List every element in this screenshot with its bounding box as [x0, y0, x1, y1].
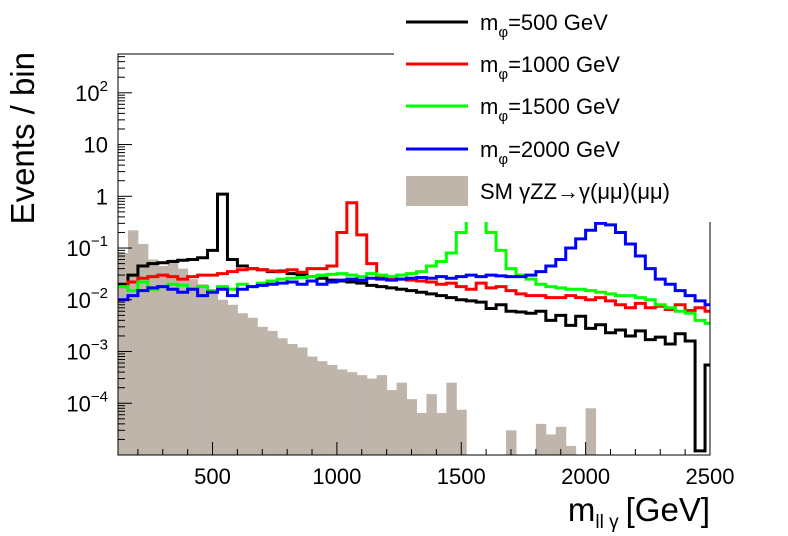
- series-line-0: [118, 192, 710, 453]
- series-line-3: [118, 221, 710, 307]
- background-bin-4: [157, 265, 169, 455]
- y-tick-label-1: 10: [84, 133, 108, 158]
- y-tick-label--1: 10−1: [66, 233, 108, 261]
- background-bin-25: [366, 378, 378, 455]
- background-bin-14: [257, 326, 268, 455]
- background-bin-29: [406, 399, 417, 455]
- background-bin-31: [426, 394, 437, 455]
- background-bin-6: [177, 268, 189, 455]
- background-bin-17: [287, 343, 298, 455]
- y-tick-labels: 102 10 1 10−1 10−2 10−3 10−4: [66, 78, 108, 416]
- background-bin-13: [247, 317, 258, 455]
- x-tick-label-2500: 2500: [686, 464, 735, 489]
- background-bin-8: [197, 284, 209, 455]
- y-tick-label--4: 10−4: [66, 388, 108, 416]
- legend-label-0: mφ=500 GeV: [480, 10, 608, 41]
- legend-label-1: mφ=1000 GeV: [480, 52, 620, 83]
- background-bin-11: [227, 304, 238, 455]
- background-bin-26: [376, 375, 388, 455]
- background-bin-34: [456, 409, 467, 455]
- x-tick-label-500: 500: [194, 464, 231, 489]
- background-bin-21: [326, 364, 338, 455]
- background-bin-44: [555, 426, 567, 455]
- legend-label-2: mφ=1500 GeV: [480, 94, 620, 125]
- x-axis-title-main: m: [568, 491, 596, 528]
- x-axis-title: mll γ [GeV]: [568, 491, 710, 533]
- background-bin-18: [297, 347, 308, 455]
- background-bin-20: [316, 361, 328, 455]
- background-bin-47: [585, 408, 597, 455]
- y-tick-label--2: 10−2: [66, 285, 108, 313]
- y-tick-label--3: 10−3: [66, 337, 108, 365]
- series-line-1: [118, 201, 710, 313]
- background-bin-23: [346, 372, 358, 455]
- x-tick-label-1500: 1500: [437, 464, 486, 489]
- y-axis-title: Events / bin: [4, 52, 41, 224]
- x-axis: [137, 442, 711, 455]
- background-bin-3: [147, 259, 159, 455]
- y-axis: [118, 56, 132, 456]
- background-bin-33: [446, 382, 457, 455]
- background-bin-45: [565, 445, 577, 455]
- background-bin-43: [545, 434, 557, 455]
- background-bin-12: [237, 313, 248, 455]
- x-tick-label-1000: 1000: [312, 464, 361, 489]
- legend: mφ=500 GeV mφ=1000 GeV mφ=1500 GeV mφ=2000 …: [406, 10, 670, 206]
- y-tick-label-0: 1: [96, 184, 108, 209]
- x-axis-title-sub: ll γ: [595, 512, 619, 533]
- legend-swatch-4: [406, 176, 468, 206]
- background-bin-1: [127, 230, 139, 455]
- background-bin-7: [187, 279, 199, 455]
- background-bin-9: [207, 292, 218, 455]
- background-bin-19: [307, 356, 318, 455]
- x-axis-title-unit: [GeV]: [626, 491, 710, 528]
- background-bin-5: [167, 259, 179, 455]
- background-bin-24: [356, 375, 368, 455]
- x-tick-label-2000: 2000: [561, 464, 610, 489]
- y-tick-label-2: 102: [75, 78, 108, 106]
- legend-label-3: mφ=2000 GeV: [480, 137, 620, 168]
- background-bin-2: [137, 243, 149, 455]
- legend-label-4: SM γZZ→γ(μμ)(μμ): [480, 179, 670, 204]
- background-bin-10: [217, 299, 228, 455]
- background-bin-30: [416, 412, 427, 455]
- background-bin-15: [267, 330, 278, 455]
- background-bin-22: [336, 369, 348, 455]
- background-bin-42: [535, 423, 547, 455]
- background-bin-27: [386, 390, 398, 455]
- signal-histograms: [118, 192, 710, 453]
- background-bin-32: [436, 412, 447, 455]
- x-tick-labels: 500 1000 1500 2000 2500: [194, 464, 734, 489]
- background-bin-39: [506, 430, 517, 455]
- background-bin-28: [396, 382, 408, 455]
- background-bin-16: [277, 338, 288, 455]
